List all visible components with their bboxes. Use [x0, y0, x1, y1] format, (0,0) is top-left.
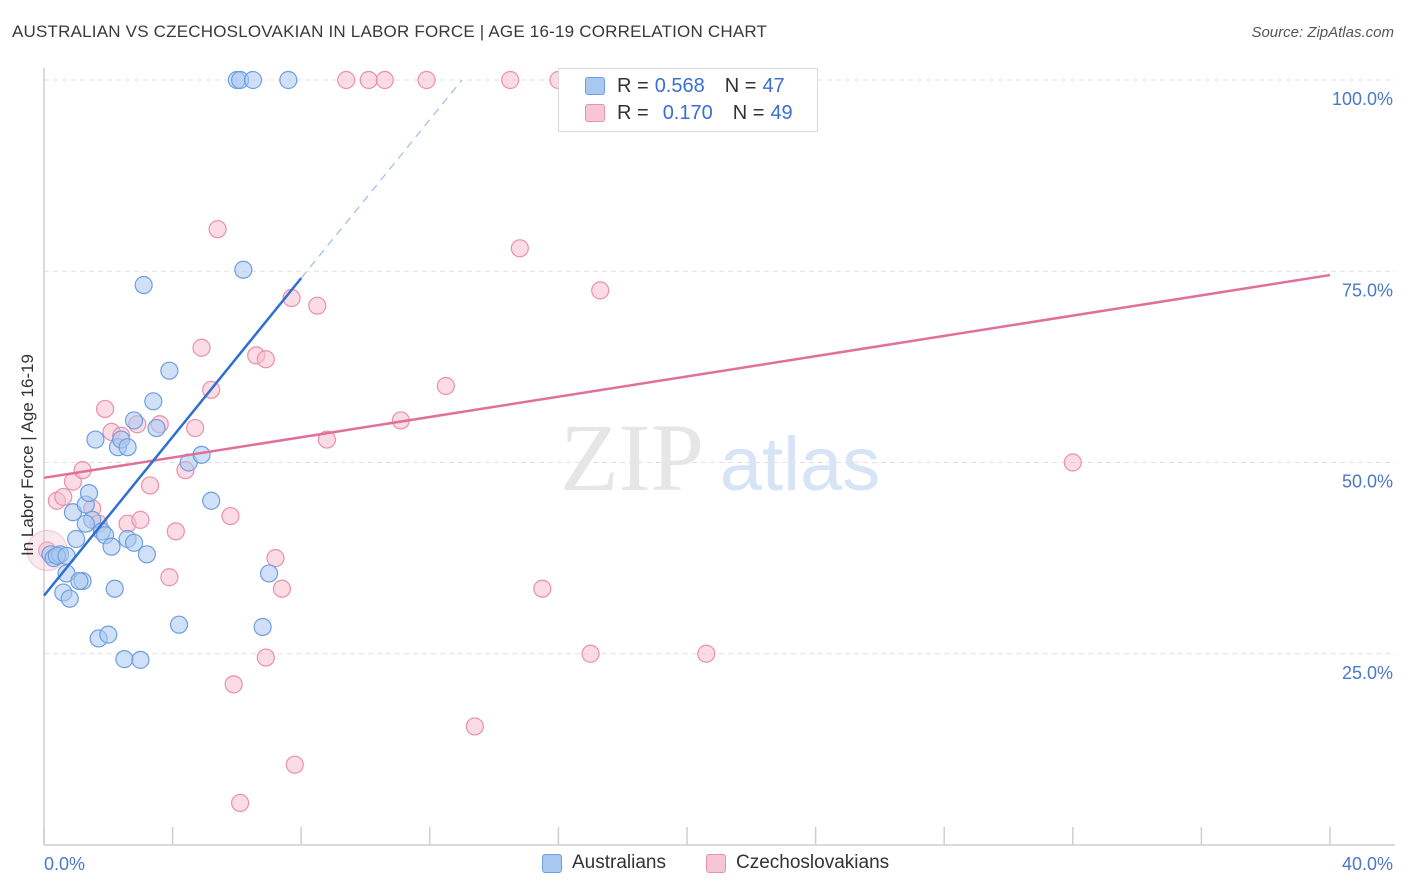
czech-point — [208, 220, 227, 239]
czech-point — [256, 648, 275, 667]
x-tick-label-max: 40.0% — [1342, 854, 1393, 874]
australian-point — [115, 650, 134, 669]
australian-point — [243, 70, 263, 90]
australian-point — [105, 579, 124, 598]
australian-point — [102, 537, 121, 556]
czech-point — [160, 568, 179, 587]
australian-point — [202, 491, 221, 510]
czech-point — [337, 70, 356, 90]
australian-point — [118, 438, 137, 457]
australians-trend-extension — [300, 79, 463, 279]
tick-labels: 25.0% 50.0% 75.0% 100.0% 0.0% 40.0% — [44, 89, 1393, 874]
czech-point — [417, 70, 436, 90]
australians-legend-label: Australians — [572, 852, 666, 873]
australian-point — [259, 564, 279, 583]
czech-point — [256, 350, 275, 369]
czech-point — [192, 338, 211, 357]
chart-title: AUSTRALIAN VS CZECHOSLOVAKIAN IN LABOR F… — [12, 22, 768, 41]
n-value: 49 — [770, 101, 793, 124]
australian-point — [144, 392, 163, 411]
australian-point — [124, 411, 144, 430]
r-label: R = — [617, 74, 649, 97]
watermark-zip: ZIP — [560, 404, 704, 511]
australian-point — [67, 529, 86, 549]
australian-point — [160, 361, 179, 380]
grid-lines — [44, 79, 1395, 655]
y-tick-label: 50.0% — [1342, 472, 1393, 492]
watermark: ZIP atlas — [560, 404, 880, 511]
australian-point — [253, 617, 272, 637]
y-tick-label: 75.0% — [1342, 280, 1393, 300]
czech-point — [224, 675, 243, 694]
r-value: 0.568 — [654, 74, 705, 97]
czechoslovakians-legend-swatch — [706, 853, 726, 873]
australian-points — [41, 70, 298, 669]
legend-australians: Australians — [542, 852, 666, 874]
czech-points — [26, 70, 1082, 813]
czech-point — [95, 399, 115, 419]
czech-point — [697, 644, 716, 663]
czech-point — [533, 579, 552, 598]
czech-point — [591, 281, 610, 300]
australian-point — [79, 484, 99, 503]
australian-point — [147, 418, 166, 438]
czech-point — [465, 717, 484, 736]
r-label: R = — [617, 101, 649, 124]
australian-point — [169, 615, 189, 634]
n-label: N = — [724, 74, 757, 97]
czech-point — [166, 522, 185, 541]
czech-point — [510, 239, 529, 258]
y-tick-label: 100.0% — [1332, 89, 1393, 109]
czech-point — [501, 70, 520, 90]
x-tick-label-min: 0.0% — [44, 854, 85, 874]
australian-point — [99, 625, 118, 644]
australian-point — [137, 545, 156, 564]
czech-point — [266, 549, 285, 568]
australian-point — [124, 533, 144, 552]
australian-point — [70, 571, 89, 591]
y-axis-label: In Labor Force | Age 16-19 — [18, 354, 37, 556]
source-label: Source: ZipAtlas.com — [1251, 24, 1394, 41]
legend-row-czechoslovakians: R = 0.170 N = 49 — [585, 100, 793, 126]
australian-point — [234, 260, 253, 279]
czech-point — [231, 793, 250, 813]
australian-point — [86, 430, 105, 449]
czechoslovakians-legend-label: Czechoslovakians — [736, 852, 890, 873]
australian-point — [60, 589, 79, 608]
australian-point — [131, 650, 150, 669]
czech-point — [359, 70, 378, 90]
y-tick-label: 25.0% — [1342, 663, 1393, 683]
australian-point — [76, 514, 95, 533]
czechoslovakians-trend-line — [43, 273, 1331, 480]
czech-point — [581, 644, 600, 663]
czech-point — [186, 418, 205, 438]
australians-legend-swatch — [542, 853, 562, 873]
czech-point — [221, 506, 240, 526]
watermark-atlas: atlas — [720, 422, 881, 507]
australians-swatch — [585, 77, 605, 95]
correlation-legend: R = 0.568 N = 47 R = 0.170 N = 49 — [558, 68, 818, 132]
trend-lines — [43, 79, 1331, 597]
czech-point — [140, 476, 160, 495]
czech-point — [1063, 453, 1082, 472]
czech-point — [308, 296, 327, 315]
australian-point — [134, 275, 153, 295]
australian-point — [279, 70, 298, 90]
czech-point — [272, 579, 292, 598]
czech-point — [436, 376, 455, 396]
czech-point — [131, 510, 150, 529]
r-value: 0.170 — [662, 101, 713, 124]
axes — [43, 68, 1395, 846]
czech-point — [375, 70, 394, 90]
legend-row-australians: R = 0.568 N = 47 — [585, 73, 785, 99]
czechoslovakians-swatch — [585, 104, 605, 122]
n-value: 47 — [762, 74, 785, 97]
legend-czechoslovakians: Czechoslovakians — [706, 852, 889, 874]
n-label: N = — [732, 101, 765, 124]
czech-point — [317, 430, 337, 449]
australians-trend-line — [43, 277, 303, 597]
czech-point — [285, 755, 304, 774]
czech-point — [54, 487, 73, 507]
